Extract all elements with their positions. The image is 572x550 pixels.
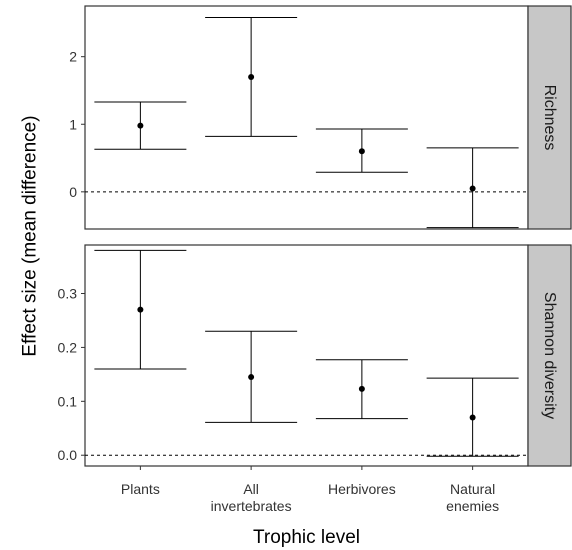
error-bar (94, 101, 187, 150)
y-tick-label: 0 (69, 184, 77, 200)
error-bar (205, 16, 298, 137)
error-bar (315, 128, 408, 173)
x-tick-label: All invertebrates (211, 481, 292, 514)
error-bar (426, 377, 519, 457)
mean-point (358, 148, 365, 155)
mean-point (358, 385, 365, 392)
mean-point (469, 185, 476, 192)
error-bar (94, 249, 187, 370)
x-tick-label: Herbivores (328, 481, 396, 497)
y-tick-label: 0.1 (58, 393, 78, 409)
facet-panel-1: 0 1 2 Richness (69, 5, 572, 230)
mean-point (137, 122, 144, 129)
mean-point (469, 414, 476, 421)
y-tick-label: 0.2 (58, 339, 78, 355)
facet-strip: Richness (527, 5, 572, 230)
error-bar (315, 359, 408, 420)
x-tick-label: Plants (121, 481, 160, 497)
strip-background (527, 244, 572, 467)
facet-panel-2: 0.0 0.1 0.2 0.3 Shannon diversity (58, 244, 572, 467)
mean-point (248, 73, 255, 80)
mean-point (137, 306, 144, 313)
strip-label: Richness (541, 85, 558, 151)
y-axis-title: Effect size (mean difference) (20, 115, 41, 356)
y-tick-label: 2 (69, 49, 77, 65)
panel-border (84, 5, 529, 230)
facet-strip: Shannon diversity (527, 244, 572, 467)
strip-label: Shannon diversity (541, 292, 558, 419)
panel-border (84, 244, 529, 467)
error-bar (205, 330, 298, 423)
y-tick-label: 0.3 (58, 286, 78, 302)
y-tick-label: 0.0 (58, 447, 78, 463)
y-tick-label: 1 (69, 116, 77, 132)
x-axis-title: Trophic level (253, 527, 360, 548)
strip-background (527, 5, 572, 230)
x-tick-label: Natural enemies (446, 481, 499, 514)
error-bar (426, 147, 519, 229)
mean-point (248, 374, 255, 381)
